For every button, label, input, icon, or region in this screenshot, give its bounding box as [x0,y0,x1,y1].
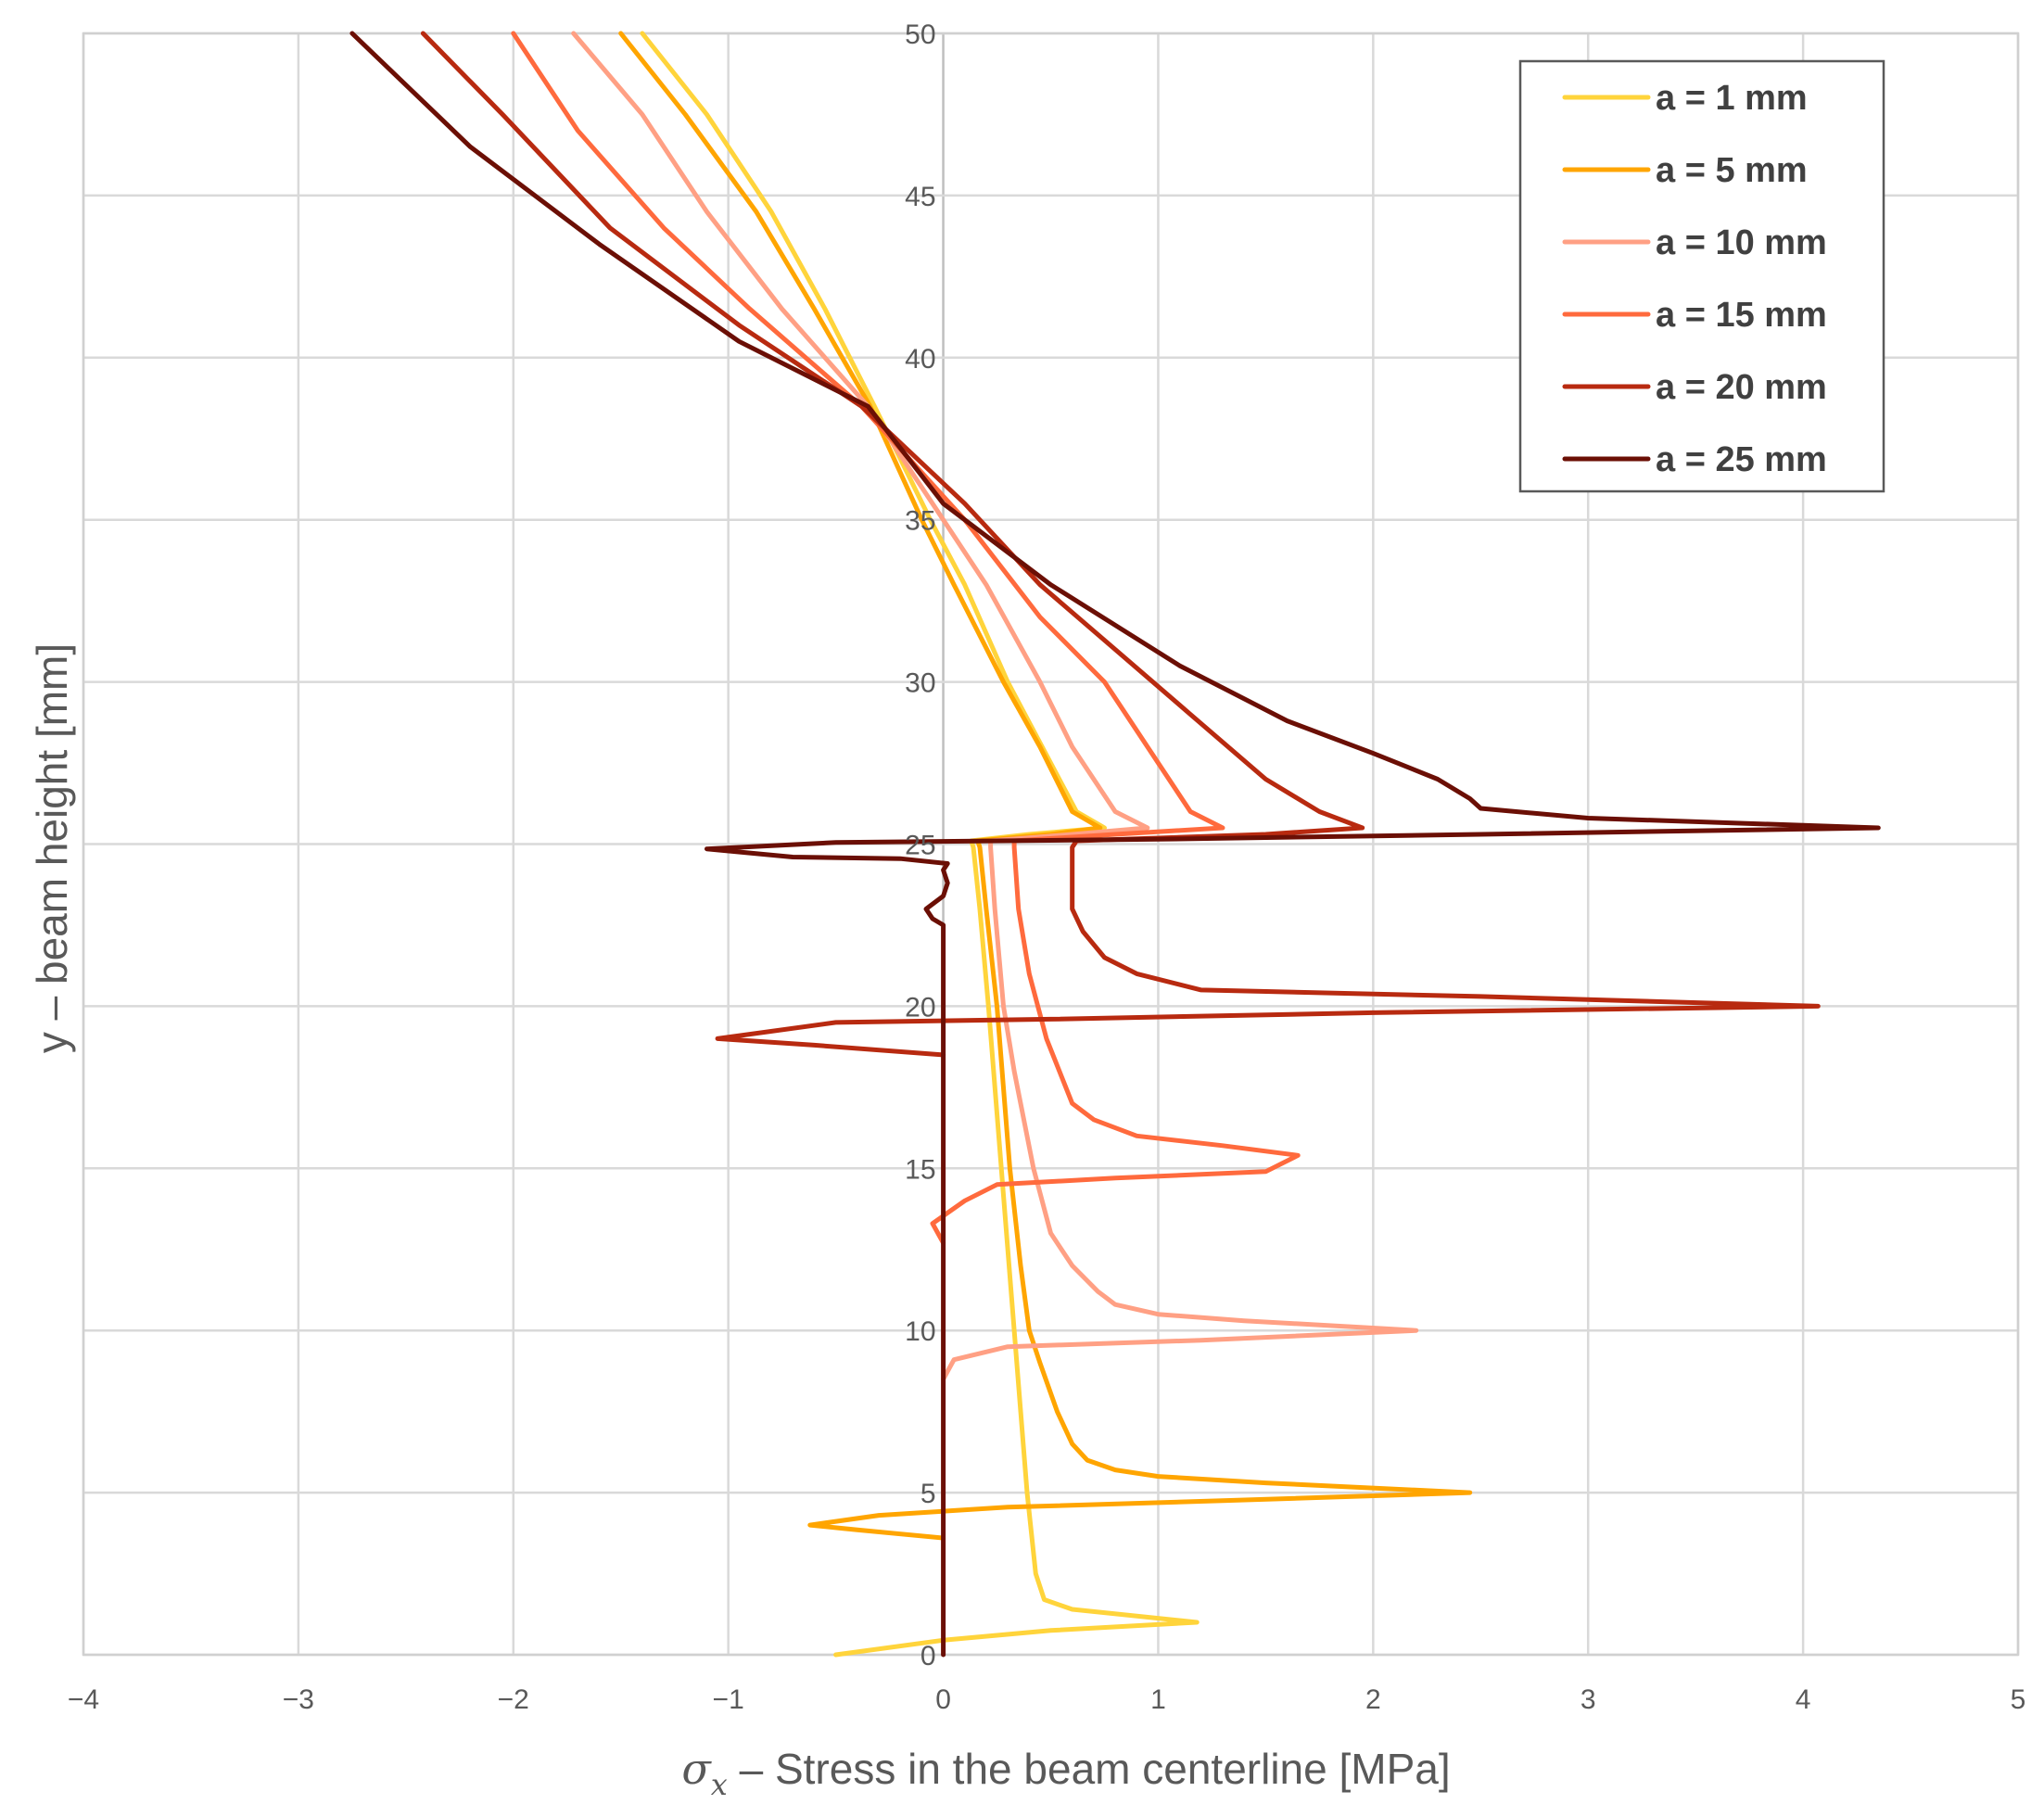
legend-label: a = 15 mm [1656,296,1827,335]
series-line-a-5-mm [618,31,1473,1541]
y-tick-label: 0 [920,1641,936,1671]
legend-label: a = 5 mm [1656,151,1808,190]
legend-label: a = 10 mm [1656,223,1827,262]
legend-label: a = 20 mm [1656,368,1827,407]
legend: a = 1 mm a = 5 mm a = 10 mm a = 15 mm a = 20… [1518,59,1885,493]
series-line-a-10-mm [571,31,1419,1382]
legend-label: a = 25 mm [1656,440,1827,479]
y-tick-label: 10 [905,1316,935,1347]
x-tick-label: 1 [1150,1684,1166,1715]
plot-area-frame [82,32,2020,1657]
y-tick-label: 35 [905,506,935,537]
x-tick-label: −3 [283,1684,314,1715]
legend-box [1518,59,1885,493]
y-tick-label: 30 [905,668,935,699]
series-layer [349,31,1881,1658]
x-tick-label: 3 [1581,1684,1596,1715]
y-axis-title: y – beam height [mm] [28,643,76,1053]
legend-label: a = 1 mm [1656,79,1808,118]
y-tick-label: 15 [905,1154,935,1185]
y-tick-label: 40 [905,344,935,375]
y-tick-label: 5 [920,1479,936,1509]
legend-items: a = 1 mm a = 5 mm a = 10 mm a = 15 mm a = 20… [1562,79,1827,479]
x-axis-title: σx – Stress in the beam centerline [MPa] [681,1744,1450,1802]
x-axis-title-subscript: x [711,1767,728,1802]
x-tick-label: −1 [713,1684,744,1715]
y-tick-label: 20 [905,992,935,1023]
x-tick-label: 5 [2011,1684,2026,1715]
x-axis-title-text: – Stress in the beam centerline [MPa] [728,1745,1451,1793]
series-line-a-25-mm [349,31,1881,1658]
y-tick-label: 45 [905,182,935,212]
x-tick-label: −4 [68,1684,99,1715]
x-axis-title-symbol: σ [681,1744,712,1794]
x-tick-label: 0 [935,1684,951,1715]
x-tick-label: 4 [1796,1684,1811,1715]
y-tick-label: 25 [905,831,935,861]
x-tick-label: −2 [498,1684,529,1715]
y-tick-label: 50 [905,19,935,50]
x-tick-label: 2 [1365,1684,1381,1715]
series-line-a-20-mm [420,31,1821,1058]
